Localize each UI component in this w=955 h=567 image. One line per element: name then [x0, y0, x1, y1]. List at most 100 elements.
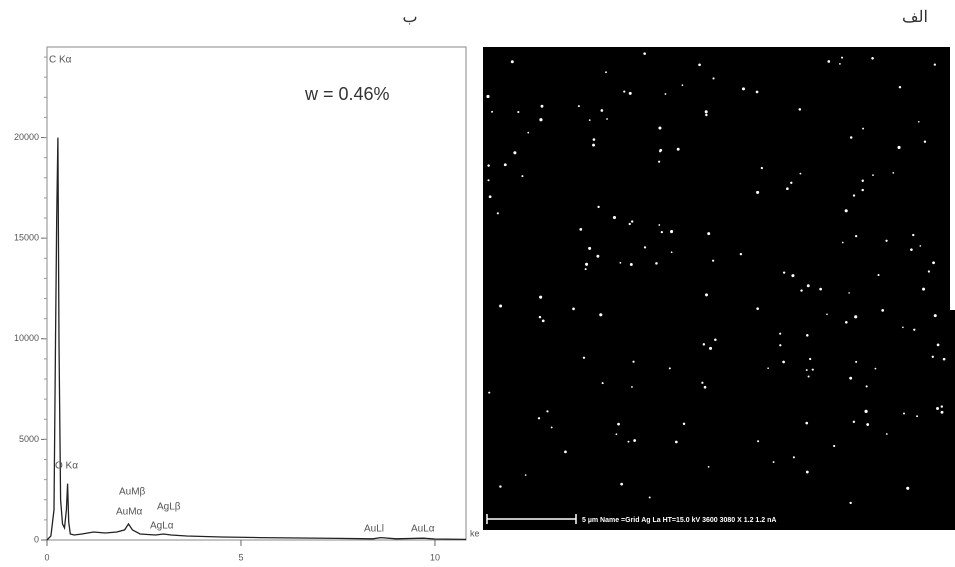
- sem-dot: [488, 195, 492, 199]
- sem-dot: [503, 163, 507, 167]
- sem-dot: [585, 262, 589, 266]
- sem-dot: [486, 94, 490, 99]
- sem-dot: [596, 254, 600, 258]
- sem-dot: [779, 344, 782, 347]
- sem-dot: [707, 466, 710, 468]
- sem-dot: [849, 501, 852, 505]
- y-tick-label: 15000: [14, 233, 39, 243]
- sem-dot: [844, 320, 848, 324]
- sem-dot: [927, 270, 931, 273]
- sem-dot: [487, 164, 490, 167]
- sem-dot: [739, 252, 743, 256]
- sem-dot: [588, 246, 592, 250]
- sem-dot: [675, 440, 678, 444]
- sem-dot: [940, 405, 943, 408]
- sem-dot: [897, 145, 901, 150]
- sem-dot: [852, 420, 856, 423]
- plot-frame: [46, 46, 467, 541]
- sem-dot: [865, 385, 868, 388]
- peak-label: AuMα: [116, 507, 143, 518]
- sem-dot: [659, 150, 662, 153]
- sem-dot: [866, 423, 870, 426]
- sem-dot: [805, 369, 808, 372]
- sem-dot: [849, 376, 853, 380]
- y-tick-label: 5000: [19, 434, 39, 444]
- sem-dot: [902, 412, 906, 415]
- sem-dot: [922, 287, 926, 291]
- peak-label: O Kα: [55, 461, 78, 472]
- sem-dot: [916, 415, 919, 418]
- sem-dot: [510, 60, 514, 64]
- sem-dot: [628, 91, 632, 95]
- panel-label: ب: [402, 9, 417, 26]
- sem-dot: [705, 293, 708, 297]
- sem-dot: [499, 304, 503, 308]
- sem-dot: [772, 461, 775, 463]
- sem-dot: [805, 470, 809, 474]
- sem-dot: [633, 439, 637, 442]
- sem-dot: [572, 307, 575, 311]
- sem-dot: [906, 486, 910, 490]
- sem-dot: [741, 87, 746, 91]
- sem-dot: [913, 328, 916, 331]
- sem-dot: [599, 313, 603, 317]
- sem-dot: [862, 127, 864, 130]
- sem-dot: [592, 138, 596, 141]
- sem-dot: [931, 355, 934, 358]
- sem-dot: [885, 433, 888, 435]
- sem-dot: [757, 440, 760, 443]
- sem-dot: [537, 417, 541, 420]
- sem-dot: [902, 326, 904, 329]
- sem-dot: [861, 188, 864, 192]
- sem-map-edge: [950, 310, 955, 530]
- peak-label: AuLα: [411, 524, 435, 535]
- sem-dot: [877, 273, 880, 277]
- sem-dot: [755, 90, 759, 94]
- sem-dot: [756, 190, 760, 194]
- sem-dot: [826, 313, 828, 316]
- sem-dot: [786, 187, 789, 190]
- sem-dot: [807, 375, 810, 378]
- sem-dot: [606, 118, 608, 120]
- sem-dot: [670, 230, 674, 234]
- sem-dot: [854, 234, 858, 238]
- sem-dot: [912, 233, 915, 237]
- sem-dot: [539, 295, 543, 299]
- sem-dot: [841, 241, 844, 244]
- peak-label: AuMβ: [119, 487, 146, 498]
- sem-dot: [631, 386, 633, 388]
- sem-dot: [854, 315, 858, 319]
- peak-label: C Kα: [49, 55, 72, 66]
- y-tick-label: 0: [34, 534, 39, 544]
- sem-dot: [605, 71, 607, 74]
- sem-dot: [541, 319, 545, 323]
- peak-label: AgLβ: [157, 502, 181, 513]
- sem-dot: [701, 381, 704, 384]
- sem-dot: [524, 474, 527, 476]
- sem-dot: [782, 271, 786, 274]
- sem-dot: [496, 212, 499, 215]
- sem-dot: [702, 343, 706, 346]
- x-tick-label: 5: [238, 552, 243, 562]
- sem-dot: [564, 450, 567, 454]
- sem-dot: [791, 274, 795, 278]
- sem-dot: [668, 367, 671, 370]
- sem-dot: [705, 113, 708, 117]
- sem-dot: [708, 346, 713, 350]
- sem-dot: [632, 360, 635, 363]
- sem-dot: [932, 261, 935, 265]
- peak-label: AuLl: [364, 524, 384, 535]
- sem-dot: [917, 120, 920, 123]
- sem-dot: [849, 136, 853, 139]
- sem-dot: [712, 77, 715, 80]
- image-caption: 5 µm Name =Grid Ag La HT=15.0 kV 3600 30…: [582, 517, 776, 524]
- sem-dot: [861, 179, 864, 182]
- sem-dot: [658, 160, 661, 163]
- sem-dot: [658, 224, 661, 226]
- sem-dot: [488, 391, 491, 394]
- sem-dot: [806, 284, 810, 288]
- sem-dot: [919, 245, 922, 247]
- sem-dot: [811, 368, 814, 371]
- sem-dot: [712, 259, 715, 262]
- sem-dot: [936, 343, 940, 347]
